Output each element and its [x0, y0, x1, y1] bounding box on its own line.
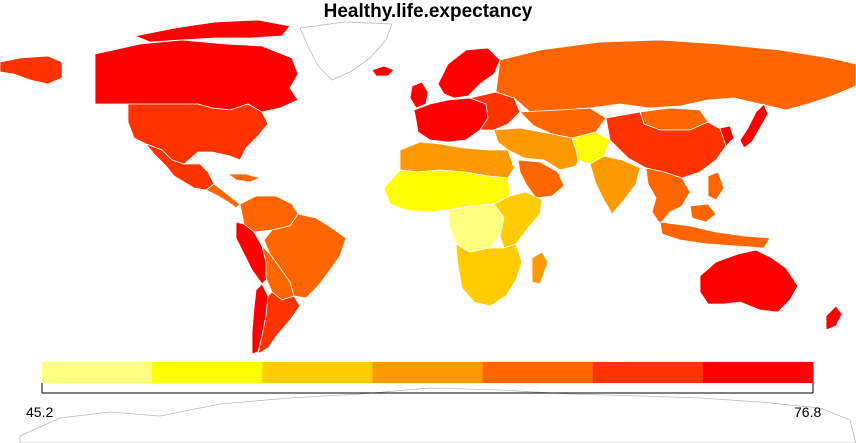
region-southeast-asia [645, 167, 691, 225]
region-china [605, 111, 727, 179]
region-uk-ireland [409, 81, 429, 109]
region-southern-africa [455, 243, 523, 307]
region-east-africa [493, 191, 543, 249]
legend-swatch [152, 362, 263, 383]
map-title: Healthy.life.expectancy [323, 1, 533, 22]
region-new-zealand [825, 305, 843, 331]
legend-swatch [372, 362, 484, 383]
region-middle-east [493, 127, 583, 171]
legend-swatch [482, 362, 594, 383]
legend-min-label: 45.2 [26, 404, 54, 420]
region-indonesia [689, 203, 717, 223]
region-indonesia [659, 221, 771, 249]
region-antarctica [19, 387, 856, 443]
region-central-america [227, 173, 261, 183]
legend [41, 362, 814, 394]
region-greenland [299, 21, 393, 81]
region-usa [0, 55, 63, 85]
region-australia [699, 249, 799, 313]
legend-swatch [702, 362, 814, 383]
region-russia [495, 39, 856, 113]
region-canada [134, 19, 291, 43]
region-central-america [205, 183, 241, 209]
legend-swatch [262, 362, 373, 383]
region-korea [719, 125, 735, 147]
region-japan [739, 103, 769, 149]
region-southeast-asia [707, 171, 725, 201]
region-madagascar [531, 251, 549, 285]
region-arabian-peninsula [517, 159, 565, 199]
region-iceland [371, 65, 395, 77]
region-canada [94, 39, 299, 113]
region-india [589, 155, 641, 215]
legend-swatch [42, 362, 153, 383]
legend-max-label: 76.8 [794, 404, 822, 420]
legend-swatch [592, 362, 704, 383]
region-central-africa [447, 203, 505, 253]
region-scandinavia [437, 47, 501, 99]
region-argentina [257, 291, 301, 355]
region-usa [127, 103, 269, 165]
